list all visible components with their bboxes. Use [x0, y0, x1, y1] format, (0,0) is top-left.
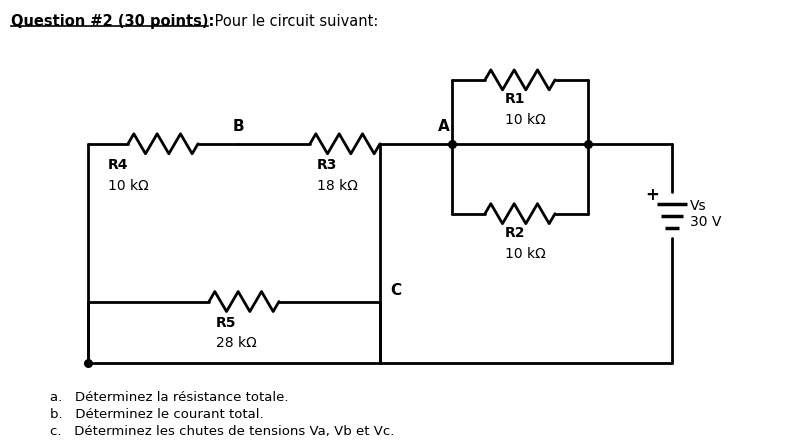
Text: +: +	[645, 186, 659, 204]
Text: 10 kΩ: 10 kΩ	[108, 179, 149, 193]
Text: 28 kΩ: 28 kΩ	[216, 336, 257, 351]
Text: R5: R5	[216, 316, 237, 330]
Text: R4: R4	[108, 158, 129, 172]
Text: B: B	[232, 119, 244, 134]
Text: A: A	[438, 119, 450, 134]
Text: 18 kΩ: 18 kΩ	[317, 179, 358, 193]
Text: b.   Déterminez le courant total.: b. Déterminez le courant total.	[50, 408, 264, 421]
Text: R1: R1	[505, 92, 526, 106]
Text: a.   Déterminez la résistance totale.: a. Déterminez la résistance totale.	[50, 392, 289, 404]
Text: c.   Déterminez les chutes de tensions Va, Vb et Vc.: c. Déterminez les chutes de tensions Va,…	[50, 425, 394, 438]
Text: 10 kΩ: 10 kΩ	[505, 113, 546, 127]
Text: 10 kΩ: 10 kΩ	[505, 247, 546, 261]
Text: Pour le circuit suivant:: Pour le circuit suivant:	[210, 14, 378, 29]
Text: Question #2 (30 points):: Question #2 (30 points):	[11, 14, 214, 29]
Text: 30 V: 30 V	[690, 215, 722, 229]
Text: R2: R2	[505, 226, 526, 240]
Text: Vs: Vs	[690, 199, 706, 213]
Text: R3: R3	[317, 158, 338, 172]
Text: C: C	[390, 282, 401, 297]
